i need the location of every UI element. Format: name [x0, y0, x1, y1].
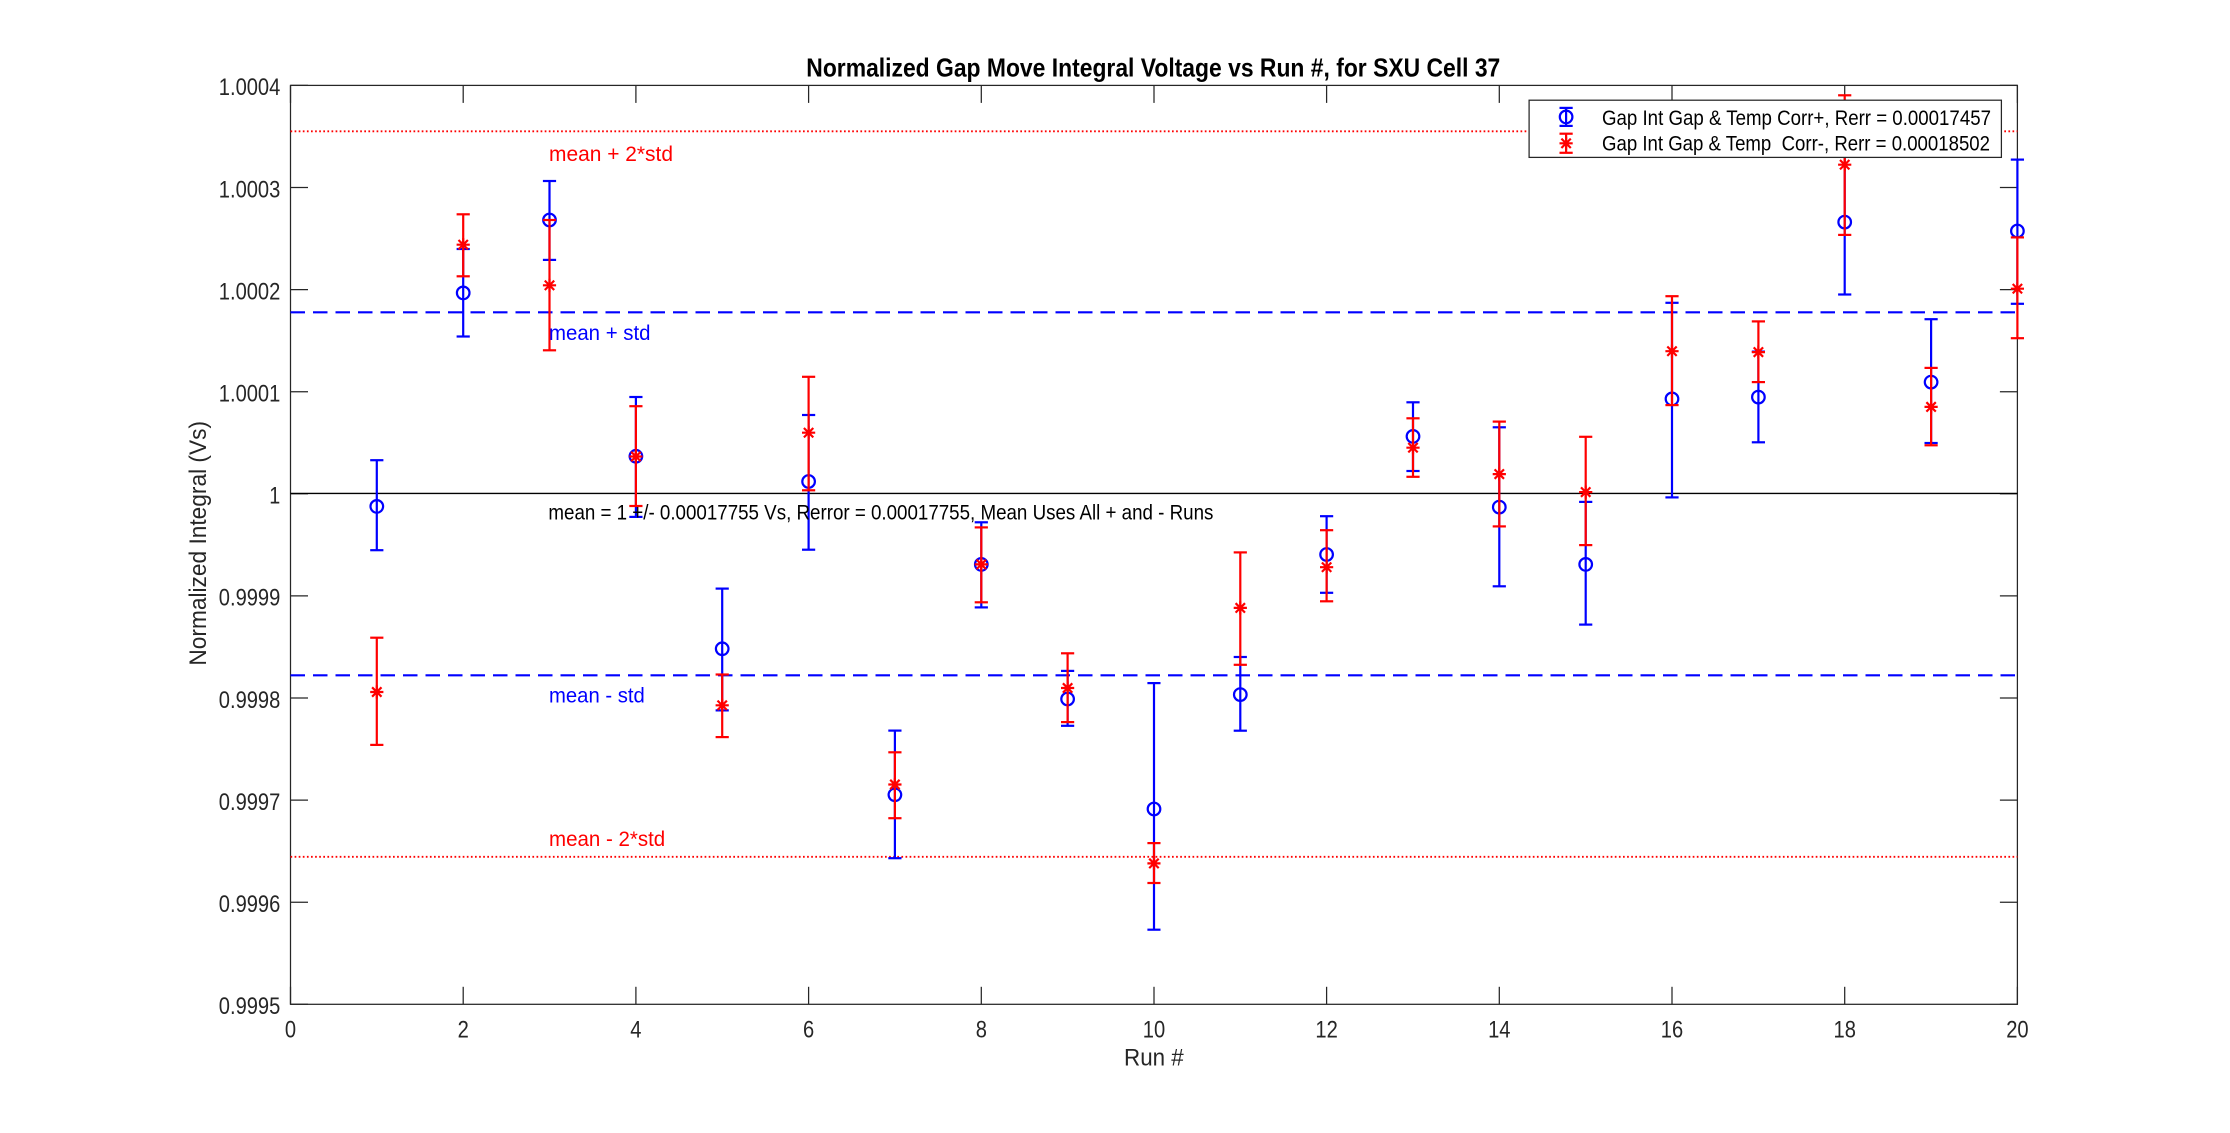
svg-text:Gap Int Gap & Temp Corr-, Rer: Gap Int Gap & Temp Corr-, Rerr = 0.00018…: [1602, 132, 1990, 155]
svg-text:6: 6: [803, 1016, 814, 1043]
svg-text:2: 2: [458, 1016, 469, 1043]
svg-text:0.9997: 0.9997: [219, 789, 281, 816]
svg-text:mean = 1 +/- 0.00017755 Vs, Re: mean = 1 +/- 0.00017755 Vs, Rerror = 0.0…: [548, 502, 1213, 525]
svg-text:10: 10: [1143, 1016, 1165, 1043]
svg-text:1.0001: 1.0001: [219, 381, 281, 408]
svg-text:16: 16: [1661, 1016, 1683, 1043]
svg-text:4: 4: [630, 1016, 641, 1043]
svg-text:20: 20: [2006, 1016, 2028, 1043]
svg-text:Run #: Run #: [1124, 1045, 1184, 1072]
svg-text:0.9999: 0.9999: [219, 585, 281, 612]
svg-text:8: 8: [976, 1016, 987, 1043]
svg-text:1.0004: 1.0004: [219, 74, 281, 101]
svg-text:Normalized Integral (Vs): Normalized Integral (Vs): [185, 421, 212, 666]
svg-text:1.0003: 1.0003: [219, 176, 281, 203]
svg-text:1: 1: [269, 483, 280, 510]
svg-text:mean - 2*std: mean - 2*std: [549, 828, 665, 851]
svg-text:0.9995: 0.9995: [219, 993, 281, 1020]
svg-text:14: 14: [1488, 1016, 1510, 1043]
svg-text:18: 18: [1834, 1016, 1856, 1043]
svg-text:mean + 2*std: mean + 2*std: [549, 143, 673, 166]
svg-text:mean - std: mean - std: [549, 684, 645, 707]
svg-text:Normalized Gap Move Integral V: Normalized Gap Move Integral Voltage vs …: [806, 53, 1500, 83]
svg-text:0: 0: [285, 1016, 296, 1043]
svg-text:1.0002: 1.0002: [219, 278, 281, 305]
svg-text:0.9996: 0.9996: [219, 891, 281, 918]
svg-text:mean + std: mean + std: [549, 322, 651, 345]
svg-text:Gap Int Gap & Temp Corr+, Rerr: Gap Int Gap & Temp Corr+, Rerr = 0.00017…: [1602, 107, 1991, 130]
svg-text:0.9998: 0.9998: [219, 687, 281, 714]
svg-text:12: 12: [1315, 1016, 1337, 1043]
